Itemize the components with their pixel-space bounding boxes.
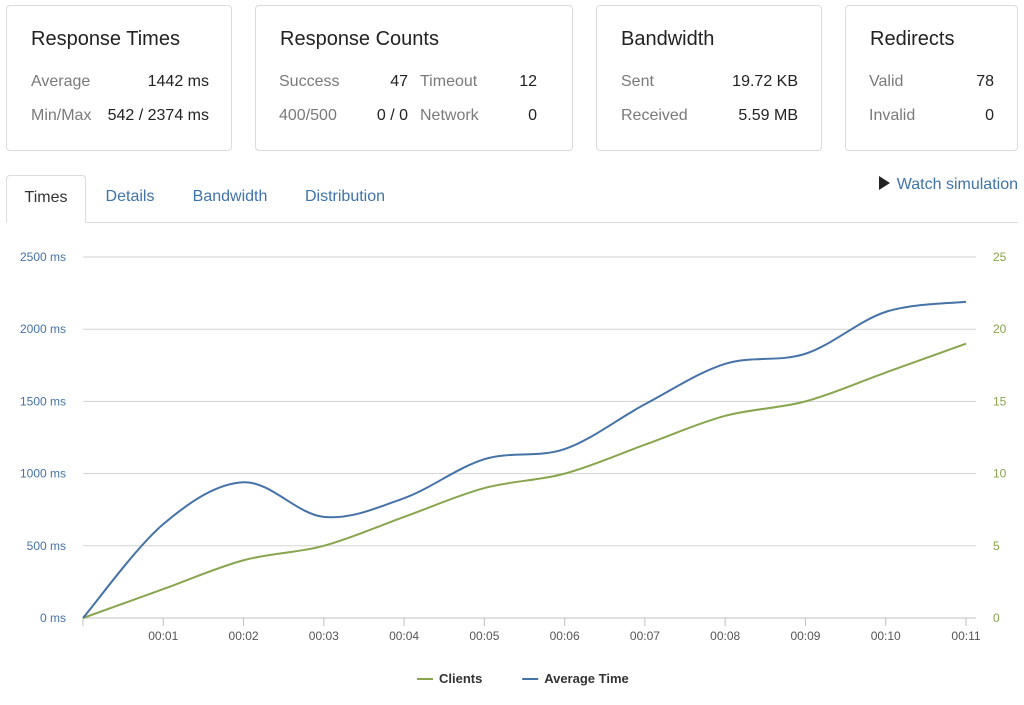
valid-label: Valid xyxy=(869,73,904,90)
invalid-value: 0 xyxy=(985,107,994,124)
card-title: Bandwidth xyxy=(621,28,715,50)
y-right-tick-label: 20 xyxy=(993,322,1007,336)
y-right-tick-label: 5 xyxy=(993,539,1000,553)
average-time-line xyxy=(82,300,967,619)
sent-value: 19.72 KB xyxy=(732,73,798,90)
y-left-tick-label: 1000 ms xyxy=(20,467,66,481)
clients-line xyxy=(82,342,967,619)
timeout-value: 12 xyxy=(519,73,537,90)
x-tick-label: 00:11 xyxy=(951,629,980,643)
y-right-tick-label: 25 xyxy=(993,250,1007,264)
y-right-tick-label: 0 xyxy=(993,611,1000,625)
card-title: Redirects xyxy=(870,28,955,50)
y-left-tick-label: 0 ms xyxy=(40,611,66,625)
success-value: 47 xyxy=(390,73,408,90)
y-left-tick-label: 2500 ms xyxy=(20,250,66,264)
error-value: 0 / 0 xyxy=(376,107,408,124)
average-label: Average xyxy=(31,73,91,90)
received-value: 5.59 MB xyxy=(738,107,798,124)
tab-details[interactable]: Details xyxy=(105,188,155,205)
sent-label: Sent xyxy=(621,73,654,90)
minmax-label: Min/Max xyxy=(31,107,92,124)
invalid-label: Invalid xyxy=(869,107,916,124)
response-counts-card: Response Counts Success 47 Timeout 12 40… xyxy=(255,5,573,151)
average-value: 1442 ms xyxy=(147,73,209,90)
redirects-card: Redirects Valid 78 Invalid 0 xyxy=(845,5,1018,151)
x-tick-label: 00:03 xyxy=(309,629,339,643)
x-tick-label: 00:04 xyxy=(389,629,419,643)
x-tick-label: 00:02 xyxy=(229,629,259,643)
legend-label: Average Time xyxy=(544,671,629,686)
success-label: Success xyxy=(279,73,340,90)
card-title: Response Counts xyxy=(280,28,439,50)
watch-simulation-link[interactable]: Watch simulation xyxy=(878,176,1018,194)
watch-simulation-label: Watch simulation xyxy=(896,176,1018,193)
tab-bar: Times Details Bandwidth Distribution xyxy=(6,175,1018,223)
y-right-tick-label: 10 xyxy=(993,467,1007,481)
network-label: Network xyxy=(420,107,479,124)
bandwidth-card: Bandwidth Sent 19.72 KB Received 5.59 MB xyxy=(596,5,822,151)
legend-label: Clients xyxy=(439,671,482,686)
y-right-tick-label: 15 xyxy=(993,394,1007,408)
x-tick-label: 00:10 xyxy=(871,629,901,643)
y-left-tick-label: 2000 ms xyxy=(20,322,66,336)
error-label: 400/500 xyxy=(279,107,337,124)
x-tick-label: 00:05 xyxy=(469,629,499,643)
y-left-tick-label: 1500 ms xyxy=(20,394,66,408)
x-tick-label: 00:06 xyxy=(550,629,580,643)
card-title: Response Times xyxy=(31,28,180,50)
network-value: 0 xyxy=(528,107,537,124)
x-tick-label: 00:01 xyxy=(148,629,178,643)
x-tick-label: 00:07 xyxy=(630,629,660,643)
minmax-value: 542 / 2374 ms xyxy=(107,107,209,124)
received-label: Received xyxy=(621,107,688,124)
timeout-label: Timeout xyxy=(420,73,478,90)
tab-distribution[interactable]: Distribution xyxy=(304,188,386,205)
x-tick-label: 00:08 xyxy=(710,629,740,643)
tab-bandwidth[interactable]: Bandwidth xyxy=(192,188,268,205)
y-left-tick-label: 500 ms xyxy=(27,539,66,553)
tab-times[interactable]: Times xyxy=(6,175,86,223)
response-times-card: Response Times Average 1442 ms Min/Max 5… xyxy=(6,5,232,151)
valid-value: 78 xyxy=(976,73,994,90)
play-icon xyxy=(878,176,890,190)
x-tick-label: 00:09 xyxy=(790,629,820,643)
